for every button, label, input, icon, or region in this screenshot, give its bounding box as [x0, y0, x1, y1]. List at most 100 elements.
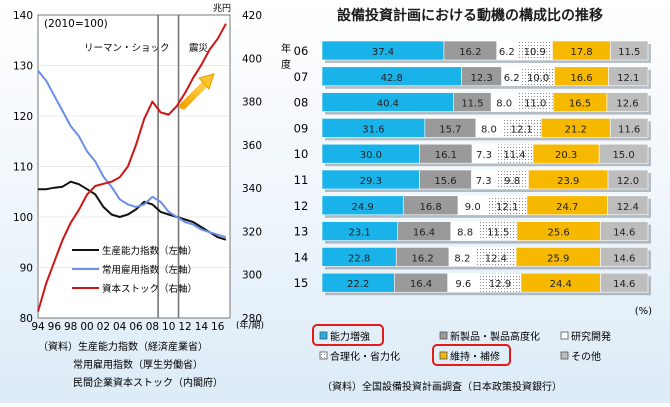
series-line	[38, 180, 227, 241]
bar-value-label: 15.6	[434, 176, 456, 187]
bar-value-label: 12.1	[510, 124, 532, 135]
bar-value-label: 23.1	[349, 228, 371, 239]
x-tick-label: 12	[178, 321, 191, 333]
year-label: 06	[294, 44, 309, 58]
bar-value-label: 11.6	[618, 124, 640, 135]
bar-value-label: 14.6	[613, 279, 635, 290]
legend-swatch	[439, 351, 448, 360]
x-tick-label: 10	[162, 321, 175, 333]
bar-segment	[609, 118, 649, 138]
bar-value-label: 29.3	[360, 176, 382, 187]
right-y-ticks: 280 300 320 340 360 380 400 420	[242, 10, 262, 325]
bar-value-label: 40.4	[377, 99, 399, 110]
bar-segment	[600, 221, 649, 241]
legend-label: 新製品・製品高度化	[450, 330, 540, 343]
bar-segment	[600, 247, 649, 267]
bar-value-label: 12.0	[617, 176, 639, 187]
year-label: 12	[294, 199, 309, 213]
left-y-tick-label: 120	[13, 111, 33, 123]
bar-value-label: 11.5	[461, 99, 483, 110]
x-tick-label: 94	[31, 321, 45, 333]
bar-value-label: 12.9	[489, 279, 511, 290]
left-x-ticks: 94 96 98 00 02 04 06 08 10 12 14 16	[31, 321, 224, 333]
legend-label: 研究開発	[571, 330, 611, 343]
bar-value-label: 14.6	[613, 253, 635, 264]
bar-value-label: 6.2	[499, 47, 515, 58]
bar-value-label: 16.4	[410, 279, 432, 290]
series-line	[37, 69, 227, 239]
left-y-tick-label: 90	[20, 263, 33, 275]
left-y-tick-label: 80	[20, 313, 33, 325]
legend-label: 維持・補修	[450, 350, 500, 363]
year-label: 08	[294, 96, 309, 110]
bar-value-label: 7.3	[476, 150, 492, 161]
base-label: (2010=100)	[44, 18, 108, 30]
year-axis-label-2: 度	[281, 58, 291, 71]
right-y-tick-label: 320	[242, 226, 262, 238]
bar-value-label: 16.1	[435, 150, 457, 161]
left-y-tick-label: 110	[13, 162, 33, 174]
bar-value-label: 9.8	[504, 176, 520, 187]
right-chart-title: 設備投資計画における動機の構成比の推移	[337, 7, 603, 24]
right-y-tick-label: 400	[242, 53, 262, 65]
x-unit: (年/期)	[236, 319, 264, 331]
year-axis-label-1: 年	[281, 42, 291, 55]
right-stacked-bar-chart: 設備投資計画における動機の構成比の推移 年 度 37.4 16.2 6.2 10.9 1…	[281, 7, 652, 366]
left-gridlines	[38, 65, 230, 268]
quake-annotation: 震災	[189, 43, 209, 54]
left-source-line3: 民間企業資本ストック（内閣府）	[73, 376, 223, 389]
bar-value-label: 12.3	[470, 73, 492, 84]
x-tick-label: 06	[129, 321, 143, 333]
year-labels: 06 07 08 09 10 11 12 13 14 15	[294, 44, 309, 290]
right-axis-unit: 兆円	[213, 3, 231, 14]
bar-value-label: 12.4	[485, 253, 507, 264]
year-label: 13	[294, 225, 309, 239]
bar-value-label: 24.4	[550, 279, 572, 290]
bar-value-label: 37.4	[372, 47, 394, 58]
bar-value-label: 21.2	[565, 124, 587, 135]
bar-value-label: 12.1	[617, 73, 639, 84]
right-y-tick-label: 340	[242, 183, 262, 195]
bar-segment	[607, 169, 649, 190]
highlight-box	[432, 344, 511, 366]
x-tick-label: 14	[195, 321, 209, 333]
bar-value-label: 9.6	[455, 279, 471, 290]
left-line-chart: (2010=100) 兆円 リーマン・ショック 震災 8090100110120…	[13, 3, 264, 333]
bar-value-label: 16.2	[459, 47, 481, 58]
legend-label: その他	[571, 350, 601, 363]
bar-value-label: 15.7	[439, 124, 461, 135]
bar-value-label: 17.8	[570, 47, 592, 58]
percent-unit: (%)	[635, 306, 652, 317]
right-y-tick-label: 280	[242, 313, 262, 325]
bar-value-label: 16.6	[570, 73, 592, 84]
year-label: 15	[294, 276, 309, 290]
stacked-bars: 37.4 16.2 6.2 10.9 17.8 11.5 42.8 12.3 6.2 10.0 16…	[321, 40, 651, 296]
bar-segment	[598, 143, 649, 164]
bar-value-label: 12.4	[617, 202, 639, 213]
left-legend: 生産能力指数（左軸） 常用雇用指数（左軸） 資本ストック（右軸）	[72, 245, 197, 295]
legend-swatch	[319, 331, 328, 340]
left-source-line1: （資料）生産能力指数（経済産業省）	[38, 340, 208, 353]
bar-value-label: 42.8	[381, 73, 403, 84]
bar-value-label: 6.2	[504, 73, 520, 84]
left-y-tick-label: 140	[13, 10, 33, 22]
year-label: 11	[294, 173, 309, 187]
series-line	[37, 23, 227, 312]
bar-segment	[607, 195, 649, 216]
bar-value-label: 11.0	[524, 99, 546, 110]
legend-label: 合理化・省力化	[330, 350, 400, 363]
x-tick-label: 98	[64, 321, 77, 333]
bar-value-label: 8.2	[454, 253, 470, 264]
bar-value-label: 31.6	[362, 124, 384, 135]
upward-arrow-icon	[179, 80, 209, 110]
bar-value-label: 24.9	[351, 202, 373, 213]
x-tick-label: 96	[48, 321, 62, 333]
x-tick-label: 02	[97, 321, 110, 333]
bar-value-label: 11.5	[618, 47, 640, 58]
bar-value-label: 16.2	[412, 253, 434, 264]
legend-swatch	[560, 331, 569, 340]
bar-value-label: 16.8	[420, 202, 442, 213]
year-label: 07	[294, 70, 309, 84]
